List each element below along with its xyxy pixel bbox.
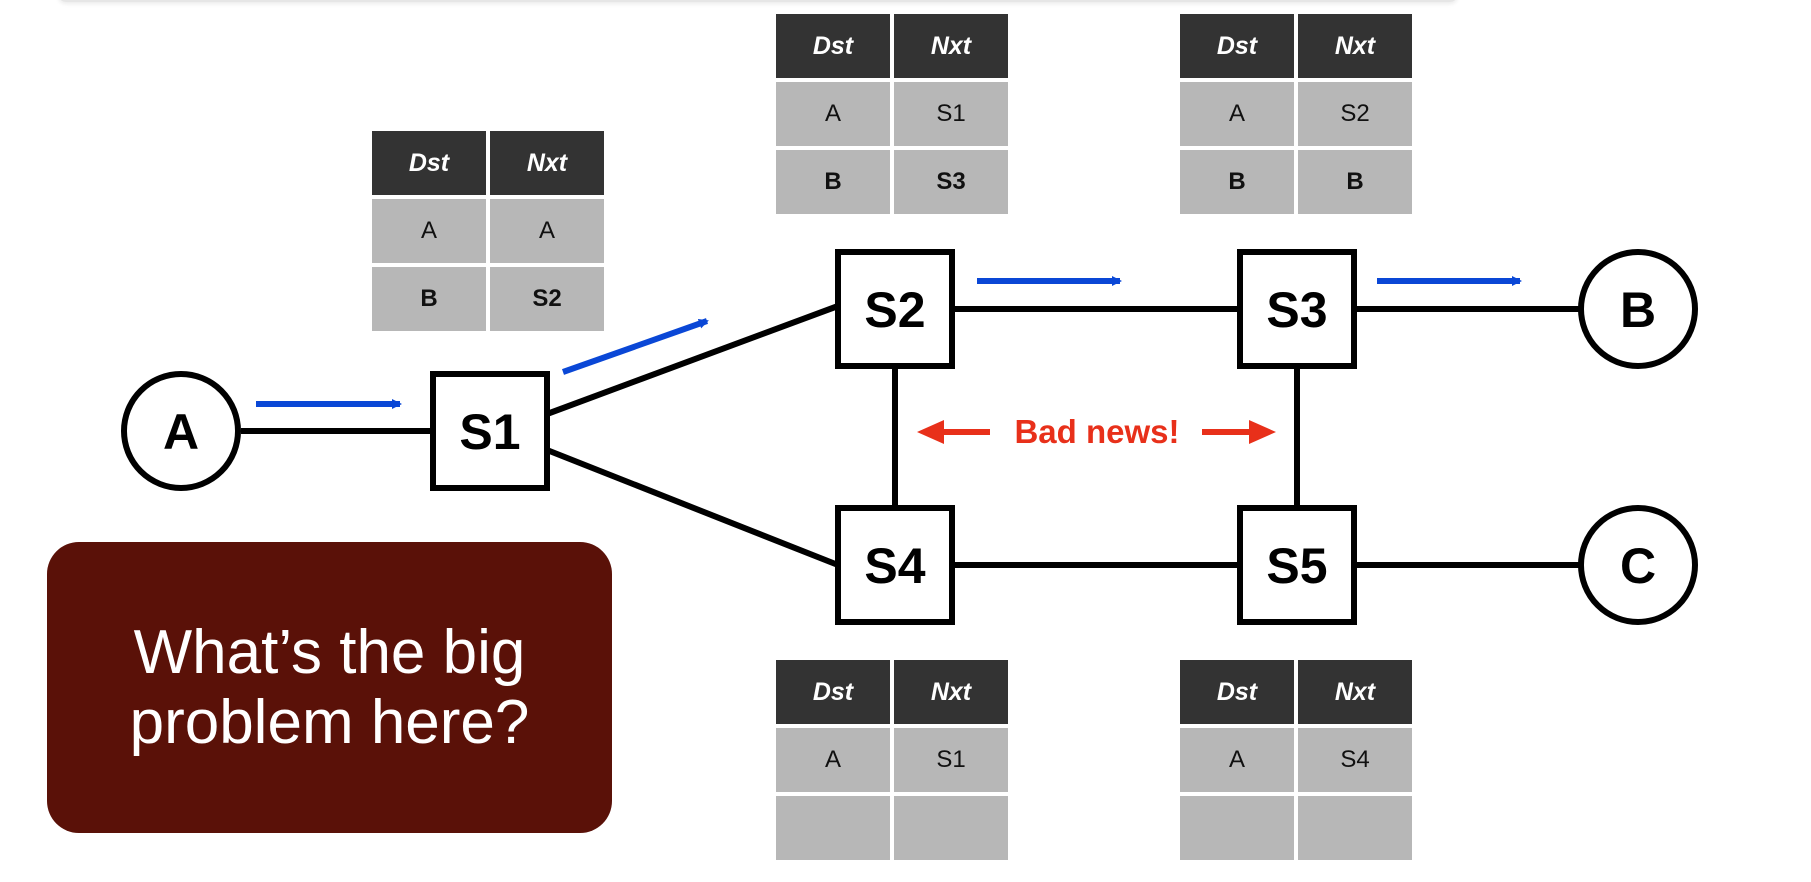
host-c: C <box>1578 505 1698 625</box>
table-s1: Dst Nxt A A B S2 <box>368 127 608 335</box>
table-s3: Dst Nxt A S2 B B <box>1176 10 1416 218</box>
table-s2-header-nxt: Nxt <box>894 14 1008 78</box>
table-s1-cell: A <box>490 199 604 263</box>
table-s4-header-dst: Dst <box>776 660 890 724</box>
table-s2-cell: B <box>776 150 890 214</box>
table-s3-cell: A <box>1180 82 1294 146</box>
table-s5: Dst Nxt A S4 <box>1176 656 1416 864</box>
table-s3-cell: B <box>1298 150 1412 214</box>
table-s2-cell: S3 <box>894 150 1008 214</box>
switch-s1: S1 <box>430 371 550 491</box>
switch-s3-label: S3 <box>1266 282 1327 338</box>
table-s4-header-nxt: Nxt <box>894 660 1008 724</box>
table-s5-cell <box>1180 796 1294 860</box>
switch-s3: S3 <box>1237 249 1357 369</box>
table-s5-cell: A <box>1180 728 1294 792</box>
switch-s4: S4 <box>835 505 955 625</box>
switch-s1-label: S1 <box>459 404 520 460</box>
table-s5-cell <box>1298 796 1412 860</box>
host-b: B <box>1578 249 1698 369</box>
right-arrow-icon <box>1249 420 1276 444</box>
table-s2-cell: A <box>776 82 890 146</box>
bad-news-annotation: Bad news! <box>917 413 1276 450</box>
table-s2: Dst Nxt A S1 B S3 <box>772 10 1012 218</box>
table-s4: Dst Nxt A S1 <box>772 656 1012 864</box>
table-s1-cell: B <box>372 267 486 331</box>
question-callout: What’s the big problem here? <box>47 542 612 833</box>
host-a-label: A <box>163 404 199 460</box>
table-s2-header-dst: Dst <box>776 14 890 78</box>
table-s1-cell: S2 <box>490 267 604 331</box>
traffic-arrow-s1-s2 <box>561 318 709 375</box>
table-s4-cell: A <box>776 728 890 792</box>
table-s2-cell: S1 <box>894 82 1008 146</box>
table-s3-header-dst: Dst <box>1180 14 1294 78</box>
host-b-label: B <box>1620 282 1656 338</box>
question-text: What’s the big problem here? <box>129 618 530 757</box>
table-s1-header-dst: Dst <box>372 131 486 195</box>
host-c-label: C <box>1620 538 1656 594</box>
table-s3-cell: S2 <box>1298 82 1412 146</box>
switch-s5-label: S5 <box>1266 538 1327 594</box>
table-s5-header-nxt: Nxt <box>1298 660 1412 724</box>
switch-s4-label: S4 <box>864 538 925 594</box>
table-s5-header-dst: Dst <box>1180 660 1294 724</box>
table-s1-header-nxt: Nxt <box>490 131 604 195</box>
table-s3-header-nxt: Nxt <box>1298 14 1412 78</box>
table-s4-cell <box>894 796 1008 860</box>
switch-s2: S2 <box>835 249 955 369</box>
table-s4-cell <box>776 796 890 860</box>
switch-s5: S5 <box>1237 505 1357 625</box>
left-arrow-icon <box>917 420 944 444</box>
bad-news-label: Bad news! <box>1014 413 1179 450</box>
table-s4-cell: S1 <box>894 728 1008 792</box>
table-s5-cell: S4 <box>1298 728 1412 792</box>
link-s1-s2 <box>545 303 840 417</box>
table-s3-cell: B <box>1180 150 1294 214</box>
slide-top-edge <box>58 0 1458 2</box>
link-s1-s4 <box>545 447 840 568</box>
table-s1-cell: A <box>372 199 486 263</box>
switch-s2-label: S2 <box>864 282 925 338</box>
host-a: A <box>121 371 241 491</box>
